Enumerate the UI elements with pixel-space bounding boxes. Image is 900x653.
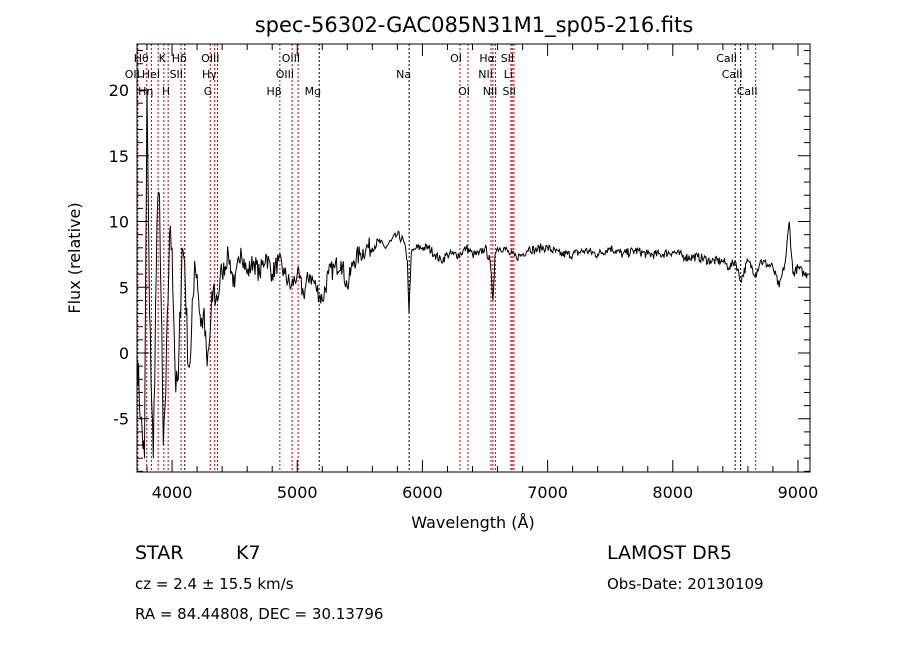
x-tick-label: 4000 [152,483,193,502]
line-label: Hδ [172,52,187,65]
line-label: Hη [138,85,153,98]
line-label: OII [125,68,140,81]
x-axis-label: Wavelength (Å) [411,513,534,532]
obs-date: Obs-Date: 20130109 [607,575,764,593]
line-label: OIII [201,52,219,65]
y-tick-label: -5 [113,410,129,429]
y-axis-label: Flux (relative) [65,202,84,313]
line-label: OI [458,85,470,98]
spectrum-line [136,89,809,459]
line-label: HeI [142,68,160,81]
y-tick-label: 10 [109,213,129,232]
line-label: SII [502,85,515,98]
x-tick-label: 6000 [402,483,443,502]
spectral-line-markers: OIIHθHηHeIKHSIIHδGHγOIIIHβOIIIOIIIMgNaOI… [125,44,758,472]
object-class: STAR [135,542,183,564]
line-label: H [162,85,170,98]
axes: 4000 5000 6000 7000 8000 9000 -5 0 5 10 15 20 [109,44,819,502]
line-label: CaII [722,68,743,81]
line-label: G [204,85,213,98]
line-label: Mg [305,85,321,98]
x-tick-label: 5000 [277,483,318,502]
x-tick-label: 7000 [527,483,568,502]
chart-title: spec-56302-GAC085N31M1_sp05-216.fits [255,13,694,38]
line-label: Na [396,68,411,81]
x-tick-label: 9000 [778,483,819,502]
survey-label: LAMOST DR5 [607,542,732,564]
y-tick-label: 0 [119,344,129,363]
line-label: K [159,52,167,65]
line-label: OI [450,52,462,65]
coordinates: RA = 84.44808, DEC = 30.13796 [135,605,383,623]
line-label: Li [504,68,513,81]
line-label: CaII [737,85,758,98]
line-label: CaII [716,52,737,65]
line-label: Hβ [267,85,282,98]
x-tick-label: 8000 [652,483,693,502]
y-tick-label: 5 [119,278,129,297]
line-label: NII [483,85,498,98]
redshift-cz: cz = 2.4 ± 15.5 km/s [135,575,294,593]
line-label: SII [170,68,183,81]
line-label: SII [501,52,514,65]
line-label: Hγ [202,68,217,81]
spectrum-series [136,89,809,459]
line-label: Hθ [134,52,149,65]
subclass: K7 [236,542,261,564]
line-label: OIII [282,52,300,65]
line-label: Hα [479,52,495,65]
line-label: NII [478,68,493,81]
plot-frame [136,43,811,473]
y-tick-label: 20 [109,81,129,100]
y-tick-label: 15 [109,147,129,166]
line-label: OIII [276,68,294,81]
